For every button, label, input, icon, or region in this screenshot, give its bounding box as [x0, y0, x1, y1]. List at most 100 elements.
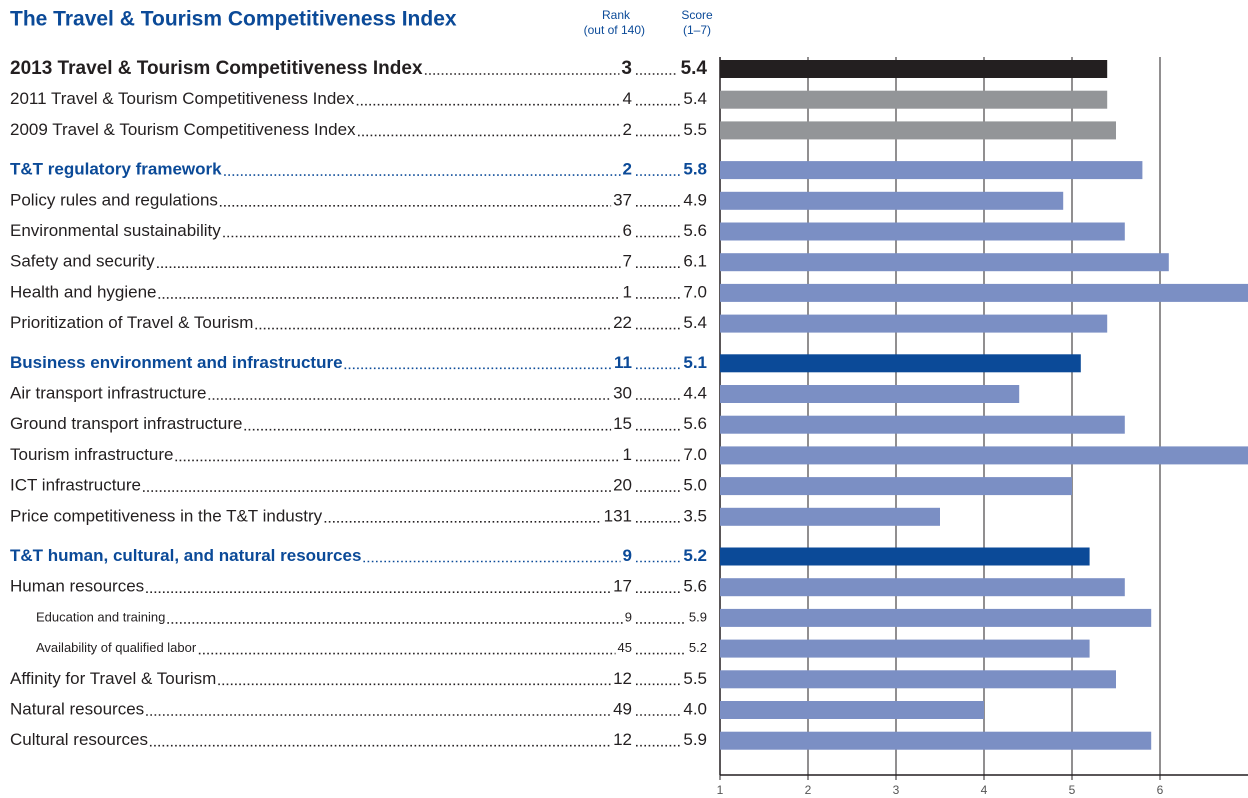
bar [720, 90, 1108, 109]
score: 4.4 [683, 383, 707, 402]
rank: 20 [613, 476, 632, 495]
x-tick-label: 3 [893, 783, 900, 797]
bar [720, 731, 1152, 750]
rank: 2 [623, 160, 632, 179]
rank: 12 [613, 730, 632, 749]
bar [720, 639, 1090, 658]
rank: 9 [623, 546, 632, 565]
bar [720, 60, 1108, 78]
row-label: Availability of qualified labor [36, 640, 197, 655]
row-label: Health and hygiene [10, 282, 157, 301]
row-label: Safety and security [10, 252, 155, 271]
bar [720, 507, 940, 526]
bar [720, 283, 1248, 302]
row-label: Air transport infrastructure [10, 383, 207, 402]
score: 5.6 [683, 414, 707, 433]
bar [720, 161, 1143, 180]
x-tick-label: 5 [1069, 783, 1076, 797]
score: 5.2 [683, 546, 707, 565]
row-label: Affinity for Travel & Tourism [10, 669, 216, 688]
row-label: Prioritization of Travel & Tourism [10, 313, 253, 332]
row-label: 2009 Travel & Tourism Competitiveness In… [10, 120, 356, 139]
rank: 45 [618, 640, 632, 655]
bar [720, 222, 1125, 241]
bar [720, 191, 1064, 210]
row-label: Ground transport infrastructure [10, 414, 242, 433]
rank: 131 [604, 506, 632, 525]
row-label: Environmental sustainability [10, 221, 221, 240]
score: 5.9 [683, 730, 707, 749]
row-label: Price competitiveness in the T&T industr… [10, 506, 323, 525]
rank: 1 [623, 282, 632, 301]
score-header: Score [681, 8, 713, 22]
score: 5.5 [683, 669, 707, 688]
row-label: Business environment and infrastructure [10, 353, 343, 372]
score: 7.0 [683, 445, 707, 464]
score: 4.9 [683, 190, 707, 209]
x-tick-label: 4 [981, 783, 988, 797]
bar [720, 385, 1020, 403]
bar [720, 253, 1169, 272]
bar [720, 354, 1081, 373]
chart-title: The Travel & Tourism Competitiveness Ind… [10, 8, 457, 31]
score: 5.4 [683, 313, 707, 332]
row-label: T&T regulatory framework [10, 160, 222, 179]
rank-header: Rank [602, 8, 631, 22]
row-label: ICT infrastructure [10, 476, 141, 495]
bar [720, 670, 1116, 689]
rank: 1 [623, 445, 632, 464]
rank: 22 [613, 313, 632, 332]
bar [720, 547, 1090, 566]
rank: 12 [613, 669, 632, 688]
row-label: Human resources [10, 577, 144, 596]
rank: 2 [623, 120, 632, 139]
score: 5.4 [683, 89, 707, 108]
bar [720, 578, 1125, 597]
row-label: T&T human, cultural, and natural resourc… [10, 546, 361, 565]
score: 5.6 [683, 577, 707, 596]
score: 5.4 [681, 58, 708, 79]
score: 5.5 [683, 120, 707, 139]
bar [720, 314, 1108, 333]
row-label: 2011 Travel & Tourism Competitiveness In… [10, 89, 355, 108]
row-label: Policy rules and regulations [10, 190, 218, 209]
row-label: 2013 Travel & Tourism Competitiveness In… [10, 58, 423, 79]
row-label: Natural resources [10, 699, 144, 718]
rank: 4 [623, 89, 632, 108]
score-header-sub: (1–7) [683, 23, 711, 37]
rank: 3 [621, 58, 632, 79]
rank: 11 [614, 353, 632, 372]
rank: 49 [613, 699, 632, 718]
score: 5.1 [683, 353, 707, 372]
rank: 17 [613, 577, 632, 596]
bar [720, 415, 1125, 434]
score: 4.0 [683, 699, 707, 718]
x-tick-label: 1 [717, 783, 724, 797]
rank: 9 [625, 609, 632, 624]
rank: 30 [613, 383, 632, 402]
rank: 15 [613, 414, 632, 433]
score: 7.0 [683, 282, 707, 301]
x-tick-label: 6 [1157, 783, 1164, 797]
score: 3.5 [683, 506, 707, 525]
score: 5.6 [683, 221, 707, 240]
rank: 37 [613, 190, 632, 209]
bar [720, 121, 1116, 140]
rank: 6 [623, 221, 632, 240]
score: 5.2 [689, 640, 707, 655]
bar [720, 608, 1152, 627]
x-tick-label: 2 [805, 783, 812, 797]
rank-header-sub: (out of 140) [584, 23, 645, 37]
bar [720, 446, 1248, 465]
score: 6.1 [683, 252, 707, 271]
row-label: Tourism infrastructure [10, 445, 173, 464]
row-label: Education and training [36, 609, 165, 624]
rank: 7 [623, 252, 632, 271]
bar [720, 477, 1072, 496]
score: 5.0 [683, 476, 707, 495]
score: 5.8 [683, 160, 707, 179]
bar [720, 701, 984, 719]
score: 5.9 [689, 609, 707, 624]
row-label: Cultural resources [10, 730, 148, 749]
